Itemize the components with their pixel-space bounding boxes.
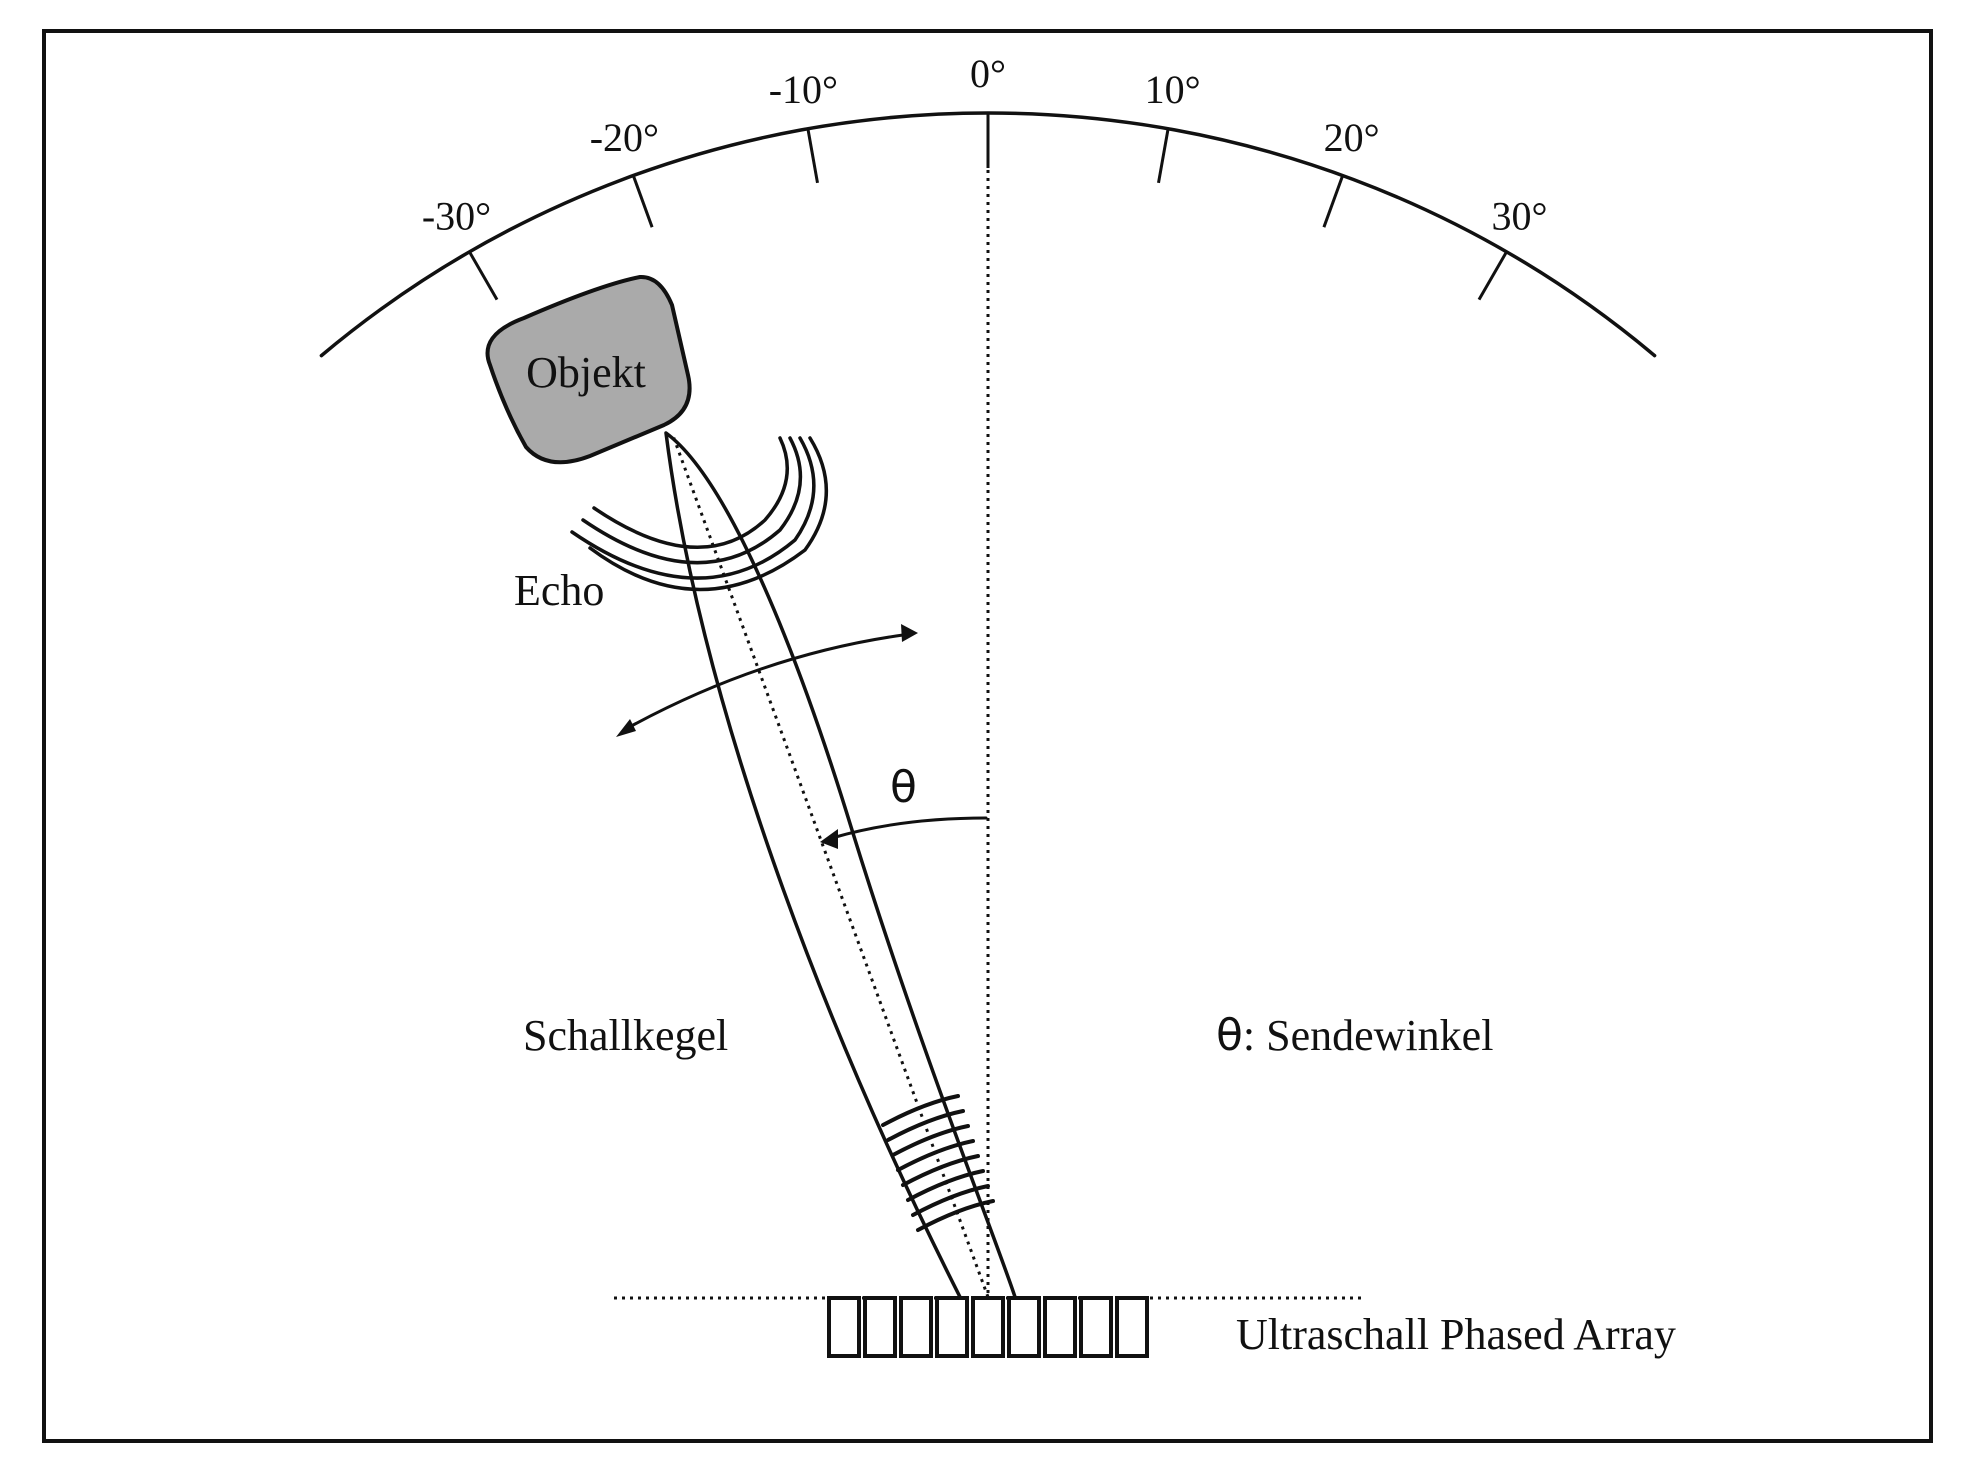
scan-direction-arrow bbox=[616, 624, 918, 737]
array-label: Ultraschall Phased Array bbox=[1236, 1310, 1676, 1359]
array-element bbox=[899, 1296, 933, 1358]
angle-tick bbox=[468, 251, 499, 301]
angle-tick-label: -30° bbox=[422, 193, 491, 238]
array-element bbox=[1007, 1296, 1041, 1358]
array-element bbox=[971, 1296, 1005, 1358]
target-object: Objekt bbox=[485, 275, 692, 465]
array-element bbox=[1115, 1296, 1149, 1358]
angle-tick-label: 20° bbox=[1324, 115, 1380, 160]
angle-scale-ticks: -30° -20° -10° 0° 10° 20° 30° bbox=[422, 51, 1548, 301]
theta-angle-arrow bbox=[820, 816, 988, 849]
angle-tick bbox=[1322, 174, 1345, 228]
angle-legend-text: : Sendewinkel bbox=[1243, 1011, 1494, 1060]
array-element bbox=[827, 1296, 861, 1358]
array-element bbox=[1079, 1296, 1113, 1358]
outgoing-wavefronts bbox=[881, 1094, 995, 1232]
diagram-frame bbox=[42, 29, 1933, 1443]
angle-tick-label: 0° bbox=[970, 51, 1006, 96]
angle-legend-symbol: θ bbox=[1216, 1010, 1243, 1061]
angle-scale-arc bbox=[319, 111, 1657, 358]
angle-tick-label: -10° bbox=[769, 67, 838, 112]
object-shape bbox=[485, 275, 692, 465]
array-element bbox=[935, 1296, 969, 1358]
angle-tick bbox=[631, 174, 654, 228]
array-element bbox=[1043, 1296, 1077, 1358]
object-label: Objekt bbox=[526, 348, 646, 397]
phased-array-elements bbox=[827, 1296, 1149, 1358]
angle-legend: θ: Sendewinkel bbox=[1216, 1010, 1493, 1061]
echo-wave-arcs bbox=[570, 436, 828, 592]
angle-tick bbox=[806, 128, 819, 184]
angle-tick bbox=[1157, 128, 1170, 184]
echo-label: Echo bbox=[514, 566, 604, 615]
array-element bbox=[863, 1296, 897, 1358]
angle-tick-label: -20° bbox=[590, 115, 659, 160]
angle-tick-label: 30° bbox=[1492, 193, 1548, 238]
angle-tick bbox=[1477, 251, 1508, 301]
theta-label: θ bbox=[890, 762, 917, 813]
sound-cone bbox=[664, 431, 1017, 1299]
angle-tick-label: 10° bbox=[1145, 67, 1201, 112]
sound-cone-label: Schallkegel bbox=[523, 1011, 728, 1060]
